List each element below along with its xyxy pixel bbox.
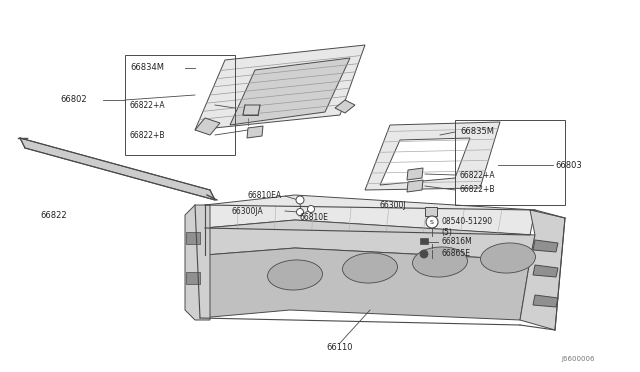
- FancyBboxPatch shape: [419, 237, 428, 244]
- Text: 66822+A: 66822+A: [460, 170, 495, 180]
- Text: 66822+B: 66822+B: [130, 131, 166, 140]
- Text: 66822: 66822: [40, 211, 67, 219]
- Ellipse shape: [481, 243, 536, 273]
- Circle shape: [307, 205, 314, 212]
- Polygon shape: [200, 248, 530, 320]
- Bar: [186, 272, 200, 284]
- Ellipse shape: [268, 260, 323, 290]
- Polygon shape: [205, 195, 535, 235]
- Polygon shape: [335, 100, 355, 113]
- Circle shape: [420, 250, 428, 258]
- Text: 66834M: 66834M: [130, 64, 164, 73]
- Polygon shape: [533, 240, 558, 252]
- Polygon shape: [230, 58, 350, 125]
- Circle shape: [296, 196, 304, 204]
- Ellipse shape: [342, 253, 397, 283]
- Text: 66822+A: 66822+A: [130, 100, 166, 109]
- Text: 66865E: 66865E: [441, 250, 470, 259]
- Text: 66802: 66802: [60, 96, 86, 105]
- Text: 66835M: 66835M: [460, 128, 494, 137]
- Text: (5): (5): [441, 228, 452, 237]
- Ellipse shape: [413, 247, 467, 277]
- Circle shape: [426, 216, 438, 228]
- Polygon shape: [247, 126, 263, 138]
- Text: 66816M: 66816M: [441, 237, 472, 247]
- Text: 66110: 66110: [327, 343, 353, 353]
- Polygon shape: [205, 220, 535, 260]
- Text: J6600006: J6600006: [561, 356, 595, 362]
- Polygon shape: [380, 138, 470, 185]
- Polygon shape: [185, 205, 210, 320]
- Polygon shape: [407, 168, 423, 180]
- Text: S: S: [430, 219, 434, 224]
- Text: 08540-51290: 08540-51290: [441, 218, 492, 227]
- Text: 66300J: 66300J: [380, 201, 406, 209]
- Polygon shape: [407, 180, 423, 192]
- Polygon shape: [533, 265, 558, 277]
- Text: 66810EA: 66810EA: [248, 192, 282, 201]
- Polygon shape: [520, 210, 565, 330]
- Text: 66822+B: 66822+B: [460, 186, 495, 195]
- Bar: [186, 232, 200, 244]
- Polygon shape: [533, 295, 558, 307]
- Polygon shape: [195, 118, 220, 135]
- Polygon shape: [243, 105, 260, 115]
- Polygon shape: [195, 45, 365, 130]
- Text: 66803: 66803: [555, 160, 582, 170]
- Text: 66300JA: 66300JA: [232, 206, 264, 215]
- Polygon shape: [20, 138, 215, 200]
- Text: 66810E: 66810E: [300, 214, 329, 222]
- Polygon shape: [365, 122, 500, 190]
- Circle shape: [296, 208, 303, 215]
- Polygon shape: [425, 207, 437, 216]
